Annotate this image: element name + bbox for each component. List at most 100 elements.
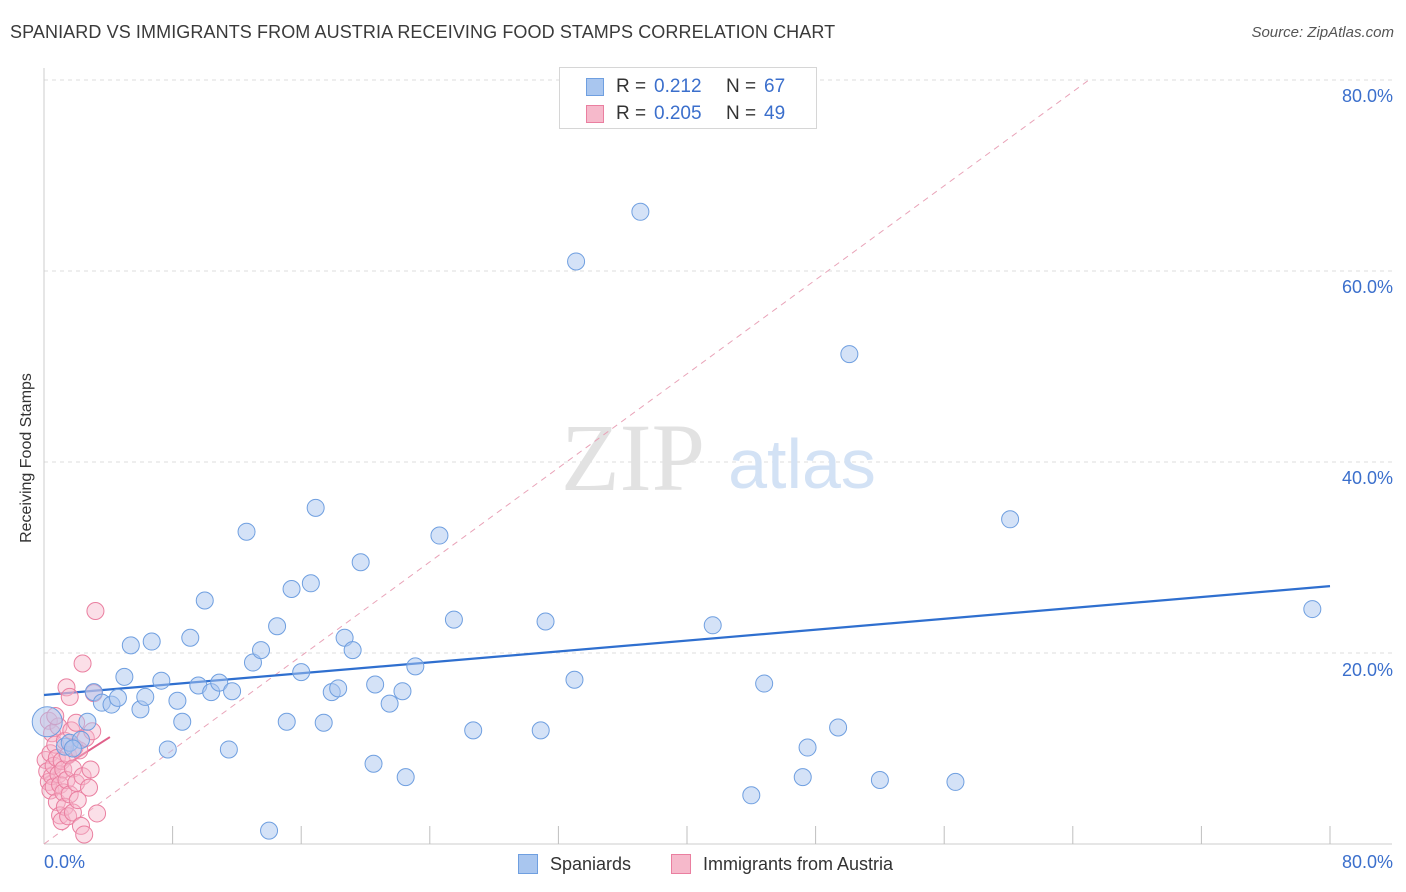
data-point-spaniards: [343, 641, 362, 660]
diagonal-reference-line: [43, 79, 1090, 845]
x-tick-0: 0.0%: [44, 852, 86, 872]
chart-title: SPANIARD VS IMMIGRANTS FROM AUSTRIA RECE…: [10, 22, 836, 42]
data-point-spaniards: [108, 688, 127, 707]
data-point-spaniards: [292, 663, 311, 682]
watermark: ZIP atlas: [561, 404, 876, 511]
spaniards-swatch: [586, 78, 604, 96]
data-point-spaniards: [173, 712, 192, 731]
data-point-spaniards: [380, 694, 399, 713]
data-point-spaniards: [314, 713, 333, 732]
data-point-spaniards: [158, 740, 177, 759]
data-point-spaniards: [742, 786, 761, 805]
data-point-spaniards: [115, 667, 134, 686]
data-point-spaniards: [282, 580, 301, 599]
data-point-spaniards: [329, 679, 348, 698]
data-point-austria: [63, 759, 82, 778]
data-point-spaniards: [444, 610, 463, 629]
gridlines: [44, 79, 1392, 654]
legend-item-spaniards[interactable]: Spaniards: [518, 852, 631, 876]
data-point-spaniards: [306, 498, 325, 517]
data-point-spaniards: [829, 718, 848, 737]
data-point-spaniards: [277, 712, 296, 731]
r-value: 0.205: [654, 103, 702, 124]
data-point-spaniards: [396, 768, 415, 787]
data-point-spaniards: [223, 682, 242, 701]
data-point-spaniards: [364, 754, 383, 773]
y-tick-40: 40.0%: [1341, 468, 1393, 488]
x-tick-80: 80.0%: [1341, 852, 1393, 872]
data-point-spaniards: [152, 671, 171, 690]
data-point-spaniards: [531, 721, 550, 740]
data-point-spaniards: [142, 632, 161, 651]
data-point-austria: [57, 678, 76, 697]
data-point-austria: [88, 804, 107, 823]
data-point-austria: [60, 687, 79, 706]
legend-label-austria: Immigrants from Austria: [703, 853, 894, 874]
data-point-spaniards: [840, 345, 859, 364]
data-point-spaniards: [210, 673, 229, 692]
data-point-spaniards: [536, 612, 555, 631]
data-point-spaniards: [755, 674, 774, 693]
n-value: 67: [764, 76, 786, 97]
n-value: 49: [764, 103, 786, 124]
data-point-spaniards: [121, 636, 140, 655]
data-point-spaniards: [181, 628, 200, 647]
data-point-spaniards: [1001, 510, 1020, 529]
data-point-austria: [68, 791, 87, 810]
data-point-spaniards: [393, 682, 412, 701]
data-point-spaniards: [870, 771, 889, 790]
data-point-spaniards: [219, 740, 238, 759]
y-tick-80: 80.0%: [1341, 86, 1393, 106]
data-point-spaniards: [631, 202, 650, 221]
legend-label-spaniards: Spaniards: [550, 853, 632, 874]
data-point-spaniards: [406, 657, 425, 676]
legend-item-austria[interactable]: Immigrants from Austria: [671, 852, 893, 876]
data-point-spaniards: [565, 670, 584, 689]
data-point-spaniards: [31, 706, 63, 738]
data-point-spaniards: [78, 712, 97, 731]
data-point-spaniards: [168, 691, 187, 710]
data-point-spaniards: [252, 641, 271, 660]
data-point-spaniards: [136, 687, 155, 706]
data-point-austria: [73, 654, 92, 673]
data-point-spaniards: [793, 768, 812, 787]
data-point-spaniards: [268, 617, 287, 636]
stats-row-spaniards: R = 0.212 N = 67: [560, 74, 785, 100]
data-point-spaniards: [430, 526, 449, 545]
data-point-spaniards: [703, 616, 722, 635]
data-point-spaniards: [351, 553, 370, 572]
data-point-austria: [80, 778, 99, 797]
data-point-spaniards: [798, 738, 817, 757]
data-point-spaniards: [260, 821, 279, 840]
data-point-spaniards: [567, 252, 586, 271]
data-point-austria: [75, 825, 94, 844]
trend-line-spaniards: [43, 585, 1331, 697]
r-value: 0.212: [654, 76, 702, 97]
data-point-spaniards: [195, 591, 214, 610]
austria-swatch: [586, 105, 604, 123]
data-point-spaniards: [237, 522, 256, 541]
n-label: N =: [726, 103, 757, 124]
data-point-austria: [81, 760, 100, 779]
source-credit: Source: ZipAtlas.com: [1251, 24, 1394, 41]
series-legend: Spaniards Immigrants from Austria: [0, 852, 1406, 876]
data-point-spaniards: [366, 675, 385, 694]
y-tick-20: 20.0%: [1341, 660, 1393, 680]
data-point-austria: [86, 601, 105, 620]
spaniards-legend-swatch: [518, 854, 538, 874]
stats-row-austria: R = 0.205 N = 49: [560, 101, 785, 127]
stats-legend: R = 0.212 N = 67 R = 0.205 N = 49: [559, 67, 817, 129]
r-label: R =: [616, 103, 647, 124]
data-point-spaniards: [1303, 600, 1322, 619]
series-spaniards: [31, 202, 1322, 840]
data-point-austria: [54, 760, 73, 779]
axes: [43, 68, 1392, 845]
watermark-atlas: atlas: [728, 425, 876, 503]
data-point-spaniards: [464, 721, 483, 740]
watermark-zip: ZIP: [561, 404, 705, 511]
data-point-spaniards: [301, 574, 320, 593]
data-point-spaniards: [63, 739, 82, 758]
austria-legend-swatch: [671, 854, 691, 874]
n-label: N =: [726, 76, 757, 97]
